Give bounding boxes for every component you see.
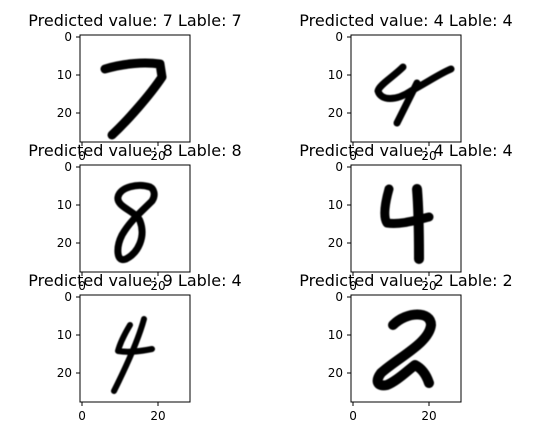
- panel-3-x-axis: 0 20: [78, 272, 166, 293]
- panel-1-ytick-20: 20: [57, 106, 72, 120]
- panel-3: Predicted value: 8 Lable: 8 0 10 20 0 20: [28, 141, 241, 293]
- panel-4-ytick-10: 10: [328, 198, 343, 212]
- panel-5-image-frame: [79, 294, 191, 403]
- panel-4: Predicted value: 4 Lable: 4 0 10 20 0 20: [299, 141, 512, 293]
- panel-5-digit-glyph: [111, 316, 155, 394]
- panel-2-ytick-20: 20: [328, 106, 343, 120]
- panel-2: Predicted value: 4 Lable: 4 0 10 20 0 20: [299, 11, 512, 163]
- panel-2-ytick-0: 0: [335, 30, 343, 44]
- panel-6-digit-glyph: [372, 309, 436, 391]
- panel-6-ytick-10: 10: [328, 328, 343, 342]
- panel-3-ytick-0: 0: [64, 160, 72, 174]
- panel-3-digit-glyph: [114, 181, 158, 264]
- panel-4-y-axis: 0 10 20: [328, 160, 351, 250]
- panel-1-x-axis: 0 20: [78, 142, 166, 163]
- panel-2-ytick-10: 10: [328, 68, 343, 82]
- panel-2-title: Predicted value: 4 Lable: 4: [299, 11, 512, 30]
- panel-5-xtick-0: 0: [78, 409, 86, 423]
- panel-2-image-frame: [350, 34, 462, 143]
- panel-1-ytick-0: 0: [64, 30, 72, 44]
- panel-5-title: Predicted value: 9 Lable: 4: [28, 271, 241, 290]
- panel-4-ytick-20: 20: [328, 236, 343, 250]
- panel-1-title: Predicted value: 7 Lable: 7: [28, 11, 241, 30]
- panel-6-title: Predicted value: 2 Lable: 2: [299, 271, 512, 290]
- panel-1-xtick-0: 0: [78, 149, 86, 163]
- panel-4-ytick-0: 0: [335, 160, 343, 174]
- panel-3-y-axis: 0 10 20: [57, 160, 80, 250]
- panel-6-ytick-20: 20: [328, 366, 343, 380]
- panel-3-ytick-10: 10: [57, 198, 72, 212]
- panel-5-y-axis: 0 10 20: [57, 290, 80, 380]
- panel-6-xtick-0: 0: [349, 409, 357, 423]
- panel-5-x-axis: 0 20: [78, 402, 166, 423]
- panel-5-ytick-10: 10: [57, 328, 72, 342]
- panel-1-ytick-10: 10: [57, 68, 72, 82]
- panel-1-image-frame: [79, 34, 191, 143]
- panel-5-xtick-20: 20: [150, 409, 165, 423]
- panel-3-ytick-20: 20: [57, 236, 72, 250]
- panel-1: Predicted value: 7 Lable: 7 0 10 20 0 20: [28, 11, 241, 163]
- panel-6-x-axis: 0 20: [349, 402, 437, 423]
- panel-3-xtick-0: 0: [78, 279, 86, 293]
- panel-5: Predicted value: 9 Lable: 4 0 10 20 0 20: [28, 271, 241, 423]
- panel-2-xtick-0: 0: [349, 149, 357, 163]
- panel-6-ytick-0: 0: [335, 290, 343, 304]
- panel-5-ytick-20: 20: [57, 366, 72, 380]
- panel-1-xtick-20: 20: [150, 149, 165, 163]
- panel-4-title: Predicted value: 4 Lable: 4: [299, 141, 512, 160]
- panel-6-xtick-20: 20: [421, 409, 436, 423]
- panel-5-ytick-0: 0: [64, 290, 72, 304]
- panel-2-x-axis: 0 20: [349, 142, 437, 163]
- panel-4-x-axis: 0 20: [349, 272, 437, 293]
- panel-1-y-axis: 0 10 20: [57, 30, 80, 120]
- panel-6-y-axis: 0 10 20: [328, 290, 351, 380]
- panel-2-digit-glyph: [374, 63, 455, 127]
- panel-4-digit-glyph: [380, 184, 434, 264]
- panel-4-xtick-20: 20: [421, 279, 436, 293]
- panel-6: Predicted value: 2 Lable: 2 0 10 20 0 20: [299, 271, 512, 423]
- panel-1-digit-glyph: [100, 58, 167, 140]
- panel-3-title: Predicted value: 8 Lable: 8: [28, 141, 241, 160]
- panel-2-y-axis: 0 10 20: [328, 30, 351, 120]
- panel-3-xtick-20: 20: [150, 279, 165, 293]
- panel-4-xtick-0: 0: [349, 279, 357, 293]
- panel-2-xtick-20: 20: [421, 149, 436, 163]
